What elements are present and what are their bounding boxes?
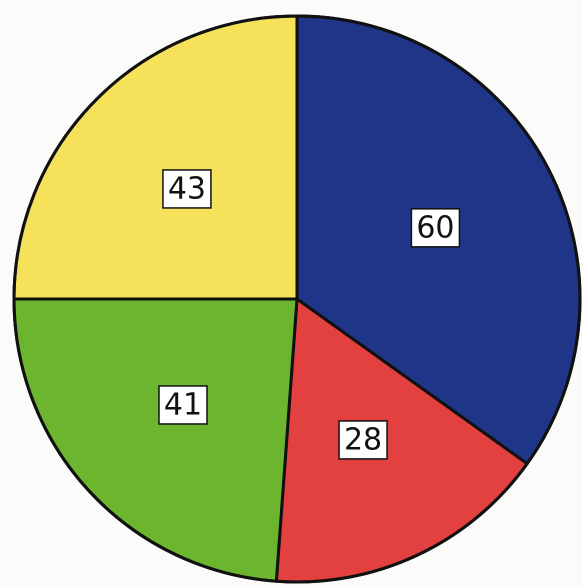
data-label: 28 (344, 422, 382, 457)
data-label: 41 (164, 387, 202, 422)
data-label: 60 (416, 210, 454, 245)
label-box (338, 420, 388, 460)
pie-outline (12, 14, 582, 584)
label-box (158, 385, 208, 425)
data-label: 43 (168, 171, 206, 206)
label-box (410, 208, 461, 248)
label-box (162, 169, 212, 209)
